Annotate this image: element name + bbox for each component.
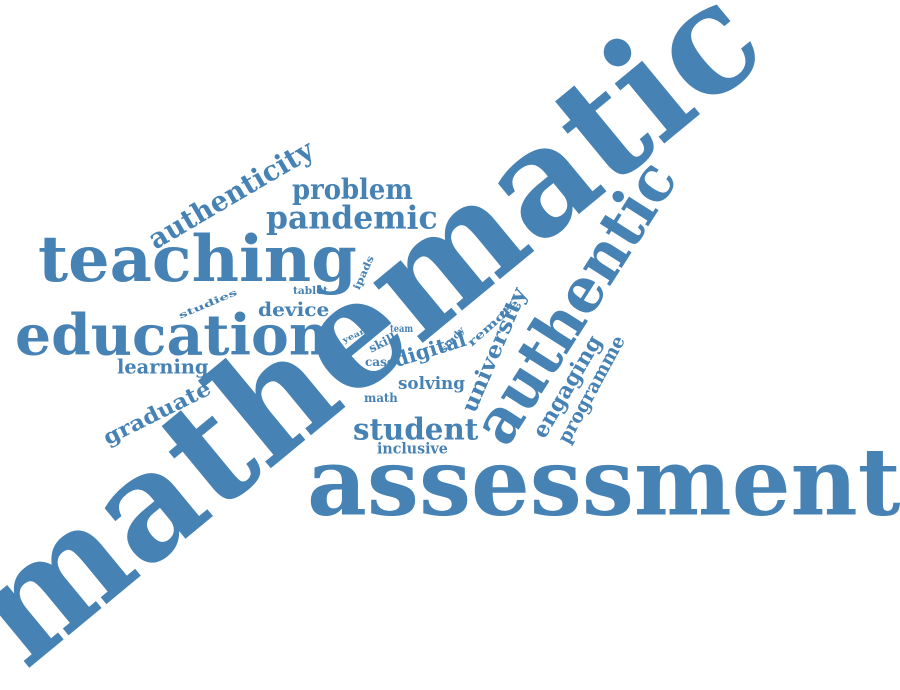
- word-solving: solving: [398, 374, 465, 395]
- word-tablet: tablet: [293, 286, 328, 298]
- word-education: education: [15, 302, 331, 369]
- word-case: case: [365, 355, 395, 370]
- word-problem: problem: [292, 172, 413, 206]
- word-inclusive: inclusive: [377, 439, 448, 458]
- word-learning: learning: [117, 354, 209, 379]
- word-student: student: [353, 412, 479, 448]
- word-team: team: [390, 324, 414, 336]
- word-math: math: [364, 391, 398, 406]
- word-teaching: teaching: [38, 221, 357, 297]
- word-device: device: [258, 298, 330, 321]
- word-pandemic: pandemic: [266, 198, 438, 237]
- word-assessment: assessment: [307, 427, 900, 538]
